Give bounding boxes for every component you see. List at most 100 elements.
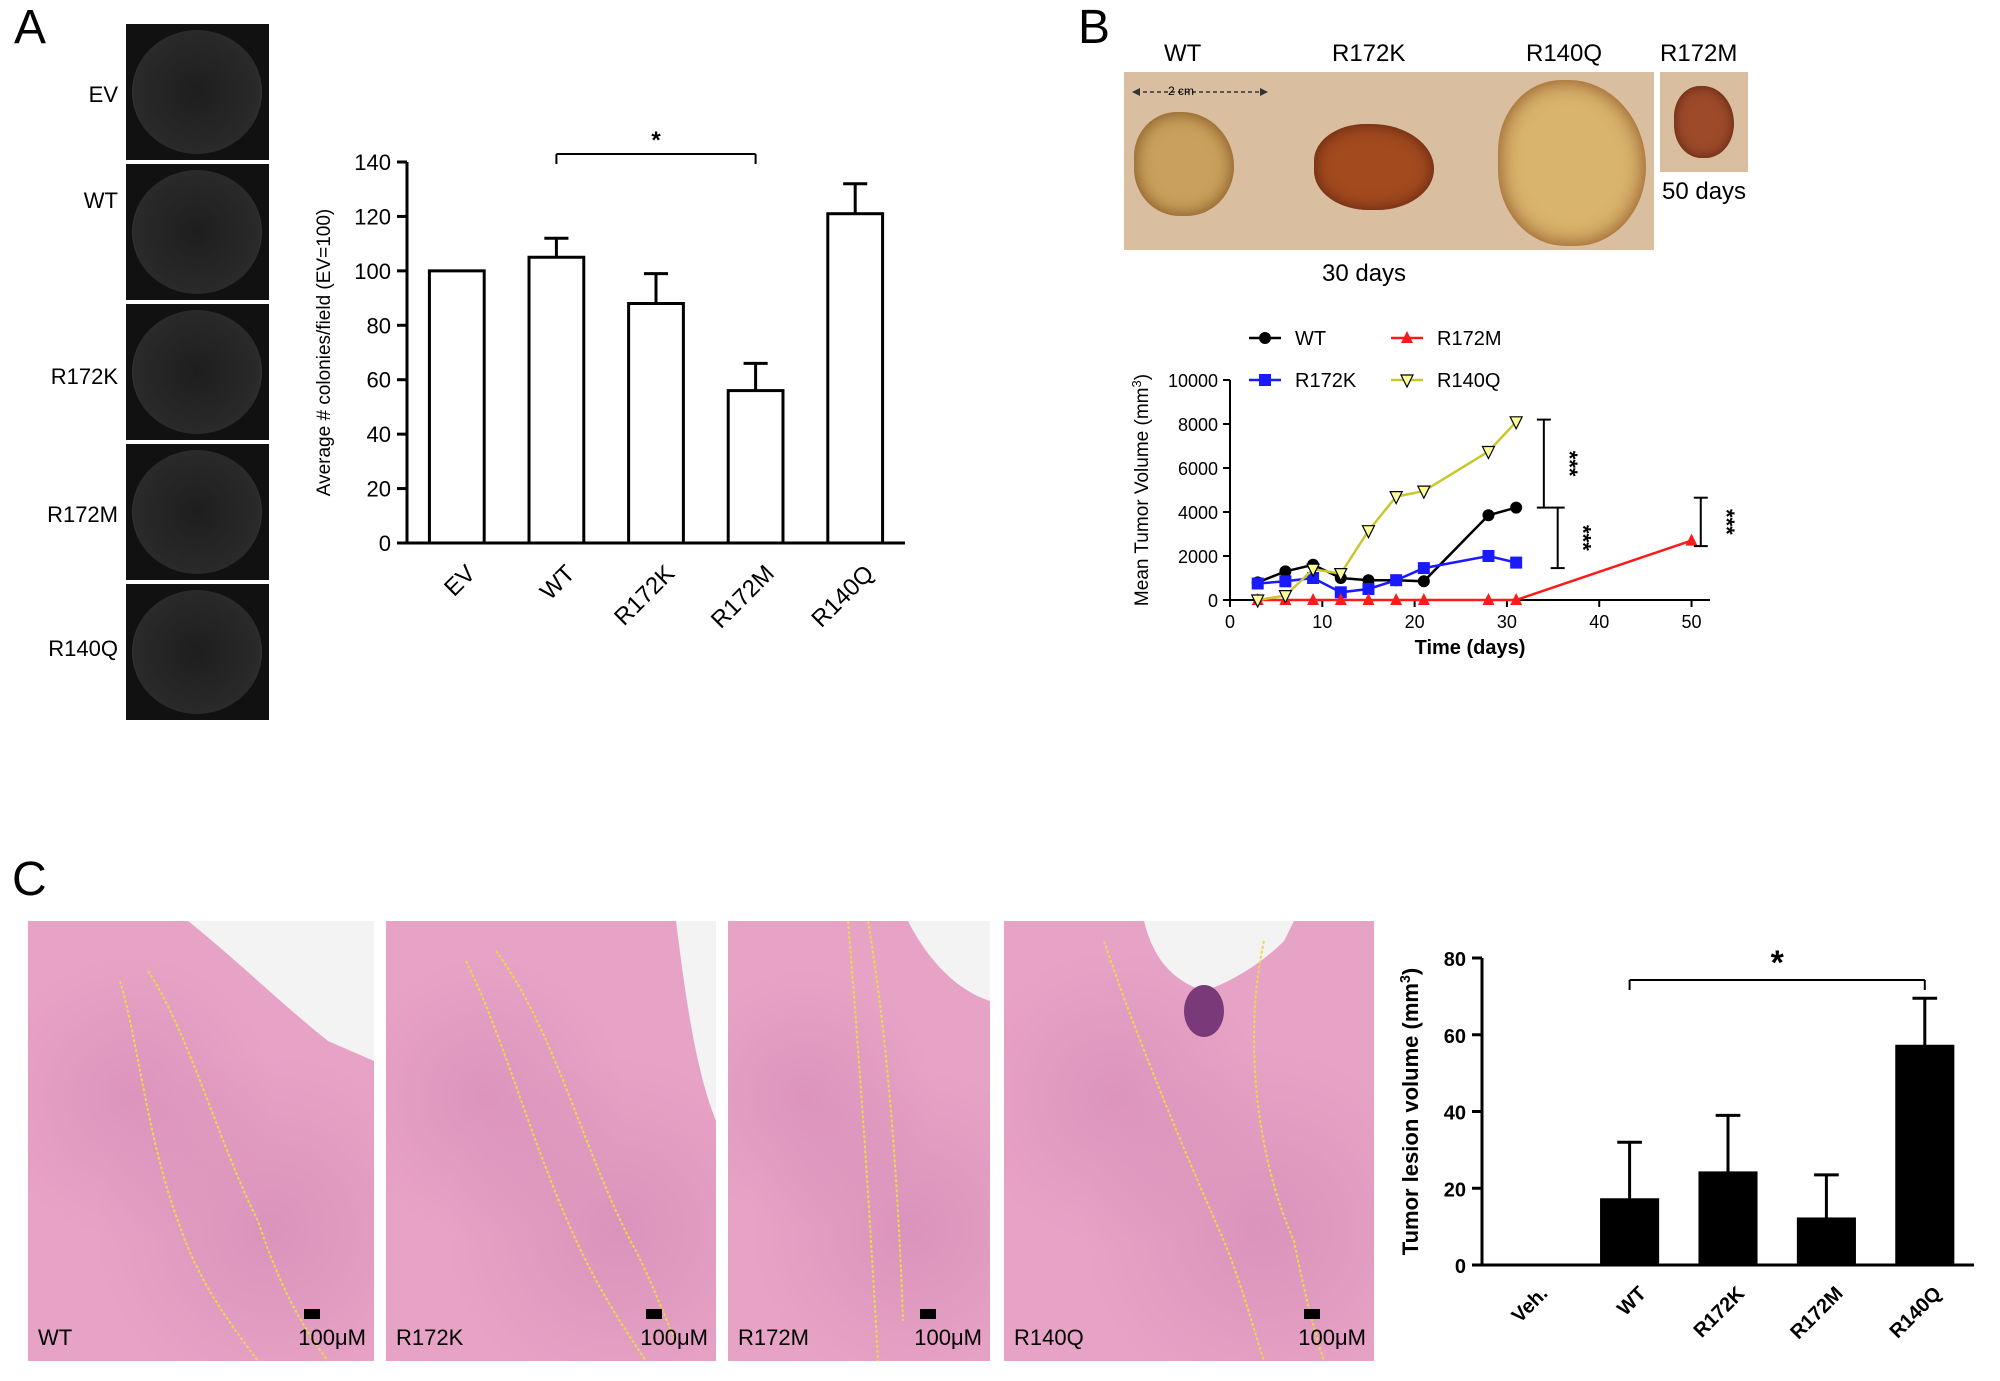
legend-label-wt: WT bbox=[1295, 328, 1326, 350]
y-tick-label: 20 bbox=[1444, 1179, 1466, 1201]
plate-label-r172k: R172K bbox=[50, 364, 118, 389]
panel-letter-b: B bbox=[1078, 1, 1111, 54]
micrograph-wt: WT 100μM bbox=[28, 921, 374, 1361]
micrograph-scale-wt: 100μM bbox=[298, 1325, 366, 1350]
point-r172m bbox=[1390, 593, 1403, 605]
micrograph-r172m: R172M 100μM bbox=[728, 921, 990, 1361]
y-tick-label: 140 bbox=[354, 150, 391, 175]
x-tick-label-r172m: R172M bbox=[1786, 1283, 1847, 1344]
point-r172k bbox=[1279, 575, 1292, 588]
plate-label-ev: EV bbox=[88, 82, 118, 107]
significance-label: *** bbox=[1571, 525, 1596, 551]
bar-wt bbox=[527, 255, 586, 545]
bar-r172k bbox=[627, 302, 685, 545]
legend-marker-r172m bbox=[1401, 331, 1413, 343]
x-tick-label-r140q: R140Q bbox=[806, 560, 879, 633]
point-wt bbox=[1510, 501, 1523, 514]
x-tick-label-wt: WT bbox=[535, 560, 581, 606]
plate-label-r172m: R172M bbox=[47, 502, 118, 527]
colony-plate-ev bbox=[126, 24, 269, 160]
point-r172k bbox=[1334, 586, 1347, 599]
micrograph-r172k: R172K 100μM bbox=[386, 921, 716, 1361]
y-tick-label: 40 bbox=[1444, 1103, 1466, 1125]
x-tick-label-r172m: R172M bbox=[706, 560, 780, 634]
significance-label: *** bbox=[1557, 451, 1582, 477]
point-r140q bbox=[1509, 416, 1524, 431]
series-line-wt bbox=[1257, 506, 1517, 584]
y-tick-label: 40 bbox=[367, 422, 391, 447]
legend-label-r172m: R172M bbox=[1437, 328, 1501, 350]
micrograph-label-r172m: R172M bbox=[738, 1325, 809, 1350]
micrograph-label-wt: WT bbox=[38, 1325, 73, 1350]
tumor-wt bbox=[1134, 112, 1234, 216]
point-r172m bbox=[1510, 593, 1523, 605]
tumor-photo-30-days: 2 cm bbox=[1124, 72, 1654, 250]
days-label-50: 50 days bbox=[1662, 178, 1747, 205]
colony-plate-r172m bbox=[126, 444, 269, 580]
x-tick-label-r140q: R140Q bbox=[1886, 1283, 1946, 1343]
legend-marker-r172k bbox=[1259, 374, 1271, 386]
tumor-r172m bbox=[1674, 86, 1734, 158]
x-tick-label: 10 bbox=[1312, 612, 1332, 632]
point-r172k bbox=[1390, 574, 1403, 587]
x-tick-label-ev: EV bbox=[439, 560, 481, 602]
point-wt bbox=[1279, 565, 1292, 578]
tumor-label-r140q: R140Q bbox=[1526, 40, 1603, 67]
significance-label: * bbox=[651, 127, 661, 154]
colonies-bar-chart: U87MG+IDH2020406080100120140Average # co… bbox=[314, 127, 905, 634]
micrograph-label-r140q: R140Q bbox=[1014, 1325, 1084, 1350]
tumor-r172k bbox=[1314, 124, 1434, 210]
tumor-label-r172k: R172K bbox=[1332, 40, 1406, 67]
micrograph-label-r172k: R172K bbox=[396, 1325, 464, 1350]
point-r140q bbox=[1361, 525, 1376, 540]
scale-arrow bbox=[1132, 88, 1268, 96]
legend-marker-r140q bbox=[1400, 374, 1414, 389]
point-r172m bbox=[1334, 593, 1347, 605]
point-r172k bbox=[1307, 572, 1320, 584]
point-r140q bbox=[1306, 563, 1321, 578]
panel-letter-a: A bbox=[14, 1, 47, 54]
y-axis-label: Tumor lesion volume (mm3) bbox=[1398, 968, 1423, 1255]
plate-label-r140q: R140Q bbox=[48, 636, 118, 661]
point-r140q bbox=[1389, 491, 1404, 505]
y-tick-label: 6000 bbox=[1178, 459, 1218, 479]
tumor-r140q bbox=[1498, 80, 1646, 246]
point-r172m bbox=[1307, 593, 1320, 605]
y-tick-label: 4000 bbox=[1178, 503, 1218, 523]
bar-r172m bbox=[1796, 1217, 1856, 1267]
x-tick-label: 50 bbox=[1682, 612, 1702, 632]
series-line-r172m bbox=[1257, 539, 1692, 602]
bar-r140q bbox=[1895, 1044, 1955, 1267]
bar-wt bbox=[1600, 1198, 1660, 1267]
days-label-30: 30 days bbox=[1322, 260, 1407, 287]
point-r172m bbox=[1685, 533, 1698, 546]
scale-label-2cm: 2 cm bbox=[1168, 84, 1195, 98]
bar-r172k bbox=[1698, 1171, 1758, 1267]
y-axis-label: Average # colonies/field (EV=100) bbox=[314, 209, 335, 496]
point-r140q bbox=[1278, 590, 1293, 604]
y-tick-label: 0 bbox=[379, 531, 391, 556]
y-tick-label: 60 bbox=[1444, 1026, 1466, 1048]
x-axis-label: Time (days) bbox=[1415, 637, 1526, 659]
point-r140q bbox=[1250, 594, 1265, 609]
plate-label-wt: WT bbox=[83, 188, 118, 213]
series-line-r140q bbox=[1257, 420, 1518, 602]
significance-label: *** bbox=[1714, 509, 1739, 535]
legend-label-r140q: R140Q bbox=[1437, 370, 1500, 392]
point-wt bbox=[1482, 509, 1495, 522]
point-r172m bbox=[1417, 593, 1430, 605]
micrograph-r140q: R140Q 100μM bbox=[1004, 921, 1374, 1361]
x-tick-label: 40 bbox=[1589, 612, 1609, 632]
colony-plate-wt bbox=[126, 164, 269, 300]
bar-r172m bbox=[726, 389, 785, 545]
point-r172k bbox=[1482, 550, 1495, 562]
y-tick-label: 0 bbox=[1455, 1256, 1466, 1278]
x-tick-label-r172k: R172K bbox=[1690, 1282, 1750, 1342]
micrograph-scale-r140q: 100μM bbox=[1298, 1325, 1366, 1350]
x-tick-label-veh: Veh. bbox=[1508, 1283, 1553, 1328]
legend-marker-wt bbox=[1259, 332, 1271, 344]
significance-label: * bbox=[1771, 944, 1785, 982]
point-r172k bbox=[1251, 577, 1264, 590]
tumor-photo-50-days bbox=[1660, 72, 1748, 172]
x-tick-label-r172k: R172K bbox=[609, 560, 680, 631]
